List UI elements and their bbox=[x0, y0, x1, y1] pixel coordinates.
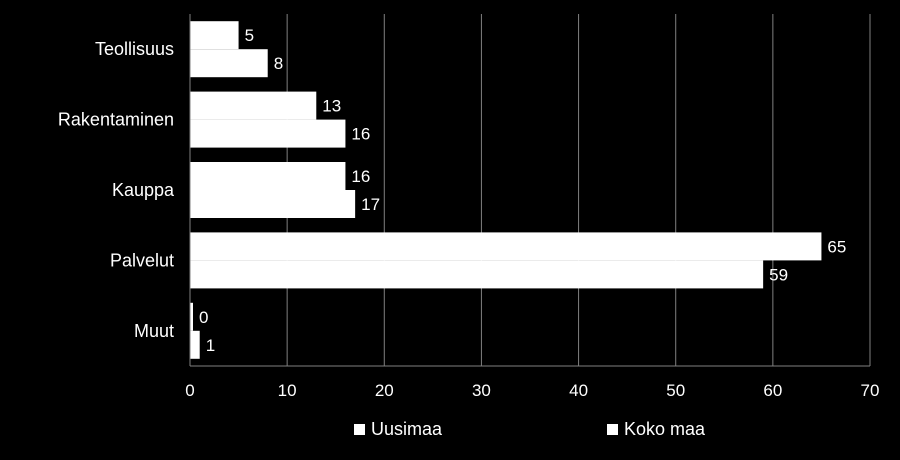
bar-koko-maa-rakentaminen bbox=[190, 119, 346, 148]
axes: 0 10 20 30 40 50 60 70TeollisuusRakentaminenKau… bbox=[58, 14, 880, 400]
data-label-koko-maa-palvelut: 59 bbox=[769, 265, 788, 284]
data-label-koko-maa-rakentaminen: 16 bbox=[351, 125, 370, 144]
data-label-uusimaa-rakentaminen: 13 bbox=[322, 97, 341, 116]
x-tick-label-10: 10 bbox=[278, 381, 297, 400]
x-tick-label-60: 60 bbox=[763, 381, 782, 400]
legend: Uusimaa Koko maa bbox=[0, 419, 900, 449]
bar-uusimaa-teollisuus bbox=[190, 21, 239, 50]
bar-uusimaa-kauppa bbox=[190, 162, 346, 190]
x-tick-label-40: 40 bbox=[569, 381, 588, 400]
bars bbox=[190, 21, 822, 359]
legend-label-koko-maa: Koko maa bbox=[624, 419, 706, 439]
data-label-koko-maa-muut: 1 bbox=[206, 336, 215, 355]
x-tick-label-0: 0 bbox=[185, 381, 194, 400]
bar-koko-maa-kauppa bbox=[190, 190, 356, 218]
category-label-palvelut: Palvelut bbox=[110, 250, 174, 270]
legend-swatch-uusimaa bbox=[354, 424, 365, 435]
legend-item-uusimaa: Uusimaa bbox=[354, 419, 442, 440]
bar-chart: 5 8 13 16 16 17 65 59 0 1 0 10 20 30 40 50 60 70 Teollisu… bbox=[58, 14, 880, 400]
data-label-uusimaa-teollisuus: 5 bbox=[245, 26, 254, 45]
data-label-uusimaa-palvelut: 65 bbox=[827, 237, 846, 256]
data-label-koko-maa-teollisuus: 8 bbox=[274, 54, 283, 73]
bar-koko-maa-palvelut bbox=[190, 260, 764, 289]
legend-item-koko-maa: Koko maa bbox=[607, 419, 705, 440]
x-tick-label-70: 70 bbox=[861, 381, 880, 400]
category-label-teollisuus: Teollisuus bbox=[95, 39, 174, 59]
x-tick-label-20: 20 bbox=[375, 381, 394, 400]
x-tick-label-50: 50 bbox=[666, 381, 685, 400]
legend-label-uusimaa: Uusimaa bbox=[371, 419, 443, 439]
bar-koko-maa-teollisuus bbox=[190, 49, 268, 78]
bar-koko-maa-muut bbox=[190, 330, 200, 359]
x-tick-label-30: 30 bbox=[472, 381, 491, 400]
data-label-uusimaa-muut: 0 bbox=[199, 308, 208, 327]
category-label-kauppa: Kauppa bbox=[112, 180, 175, 200]
bar-uusimaa-palvelut bbox=[190, 232, 822, 261]
bar-uusimaa-muut bbox=[190, 302, 193, 331]
data-label-uusimaa-kauppa: 16 bbox=[351, 167, 370, 186]
category-label-rakentaminen: Rakentaminen bbox=[58, 110, 174, 130]
legend-swatch-koko-maa bbox=[607, 424, 618, 435]
category-label-muut: Muut bbox=[134, 321, 174, 341]
data-labels: 5 8 13 16 16 17 65 59 0 1 bbox=[199, 26, 846, 355]
grid-lines bbox=[286, 14, 871, 366]
bar-uusimaa-rakentaminen bbox=[190, 91, 317, 120]
data-label-koko-maa-kauppa: 17 bbox=[361, 195, 380, 214]
